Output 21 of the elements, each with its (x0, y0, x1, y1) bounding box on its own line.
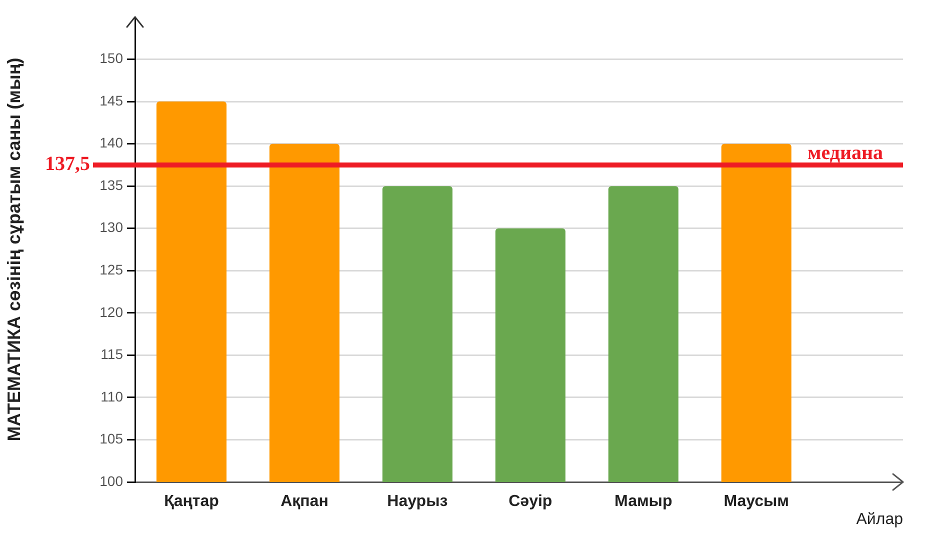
y-tick-label: 105 (100, 430, 124, 447)
x-tick-label: Қаңтар (164, 493, 220, 510)
ref-line-label: медиана (808, 142, 883, 164)
y-tick-label: 135 (100, 176, 124, 193)
y-tick-label: 120 (100, 304, 124, 320)
y-tick-label: 125 (100, 261, 124, 278)
y-tick-label: 130 (100, 219, 124, 236)
x-tick-label: Наурыз (387, 493, 448, 510)
y-tick-label: 100 (100, 472, 124, 489)
x-tick-label: Сәуір (508, 493, 552, 510)
y-tick-label: 110 (100, 388, 124, 404)
y-tick-label: 145 (100, 92, 124, 108)
y-tick-label: 140 (100, 134, 124, 151)
y-tick-label: 115 (100, 346, 124, 362)
text: 137,5 (45, 153, 90, 176)
y-tick-label: 150 (100, 50, 124, 66)
x-axis-title: Айлар (856, 510, 904, 528)
x-tick-label: Мамыр (614, 493, 672, 510)
y-axis-title: МАТЕМАТИКА сөзінің сұратым саны (мың) (4, 58, 24, 442)
x-tick-label: Маусым (724, 493, 790, 510)
x-tick-label: Ақпан (280, 493, 328, 510)
